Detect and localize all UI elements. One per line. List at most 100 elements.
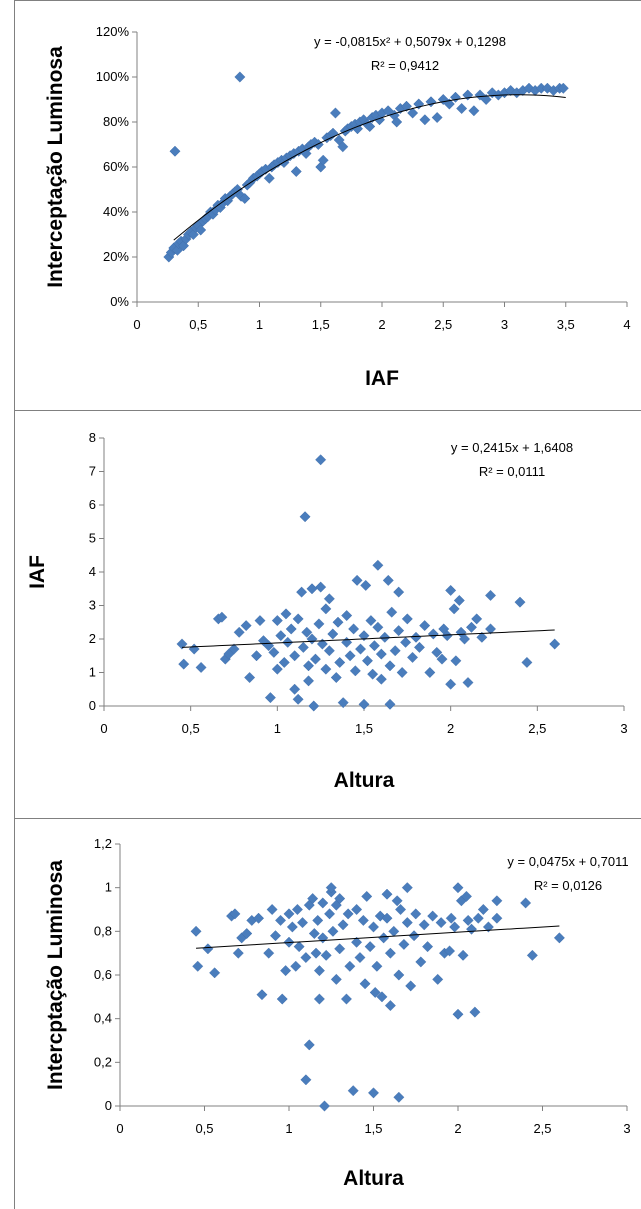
data-point — [453, 594, 465, 606]
x-tick-label: 0,5 — [182, 721, 200, 736]
data-point — [450, 655, 462, 667]
data-point — [365, 615, 377, 627]
x-tick-label: 0 — [100, 721, 107, 736]
data-point — [233, 626, 245, 638]
data-point — [514, 596, 526, 608]
data-point — [301, 626, 313, 638]
data-point — [292, 693, 304, 705]
y-tick-label: 5 — [89, 531, 96, 546]
data-point — [241, 928, 253, 939]
data-point — [190, 925, 202, 937]
data-point — [389, 645, 401, 657]
data-point — [375, 673, 387, 685]
data-point — [386, 606, 398, 618]
data-point — [431, 112, 443, 123]
data-point — [460, 890, 472, 902]
data-point — [264, 692, 276, 704]
data-point — [374, 910, 386, 922]
data-point — [491, 912, 503, 924]
x-tick-label: 1 — [256, 317, 263, 332]
data-point — [393, 586, 405, 598]
data-point — [327, 628, 339, 640]
data-point — [297, 917, 309, 929]
data-point — [413, 641, 425, 653]
data-point — [354, 952, 366, 964]
x-tick-label: 1,5 — [364, 1121, 382, 1136]
data-point — [431, 646, 443, 658]
data-point — [303, 1039, 315, 1051]
x-tick-label: 0,5 — [195, 1121, 213, 1136]
data-point — [410, 631, 422, 643]
data-point — [319, 1100, 330, 1112]
y-tick-label: 0,6 — [94, 967, 112, 982]
panel-3-frame — [14, 818, 641, 1209]
data-point — [323, 645, 335, 657]
data-point — [393, 1091, 405, 1103]
x-tick-label: 4 — [623, 317, 630, 332]
chart-layer: 0% 20% 40% 60% 80% 100% 120% 0 0,5 1 1,5 2 2,5 3 3,5 4 I… — [26, 24, 631, 1190]
data-point — [263, 947, 275, 959]
data-point — [477, 904, 489, 915]
x-tick-label: 3 — [501, 317, 508, 332]
points-3 — [190, 882, 565, 1112]
y-tick-label: 80% — [103, 114, 129, 129]
data-point — [312, 139, 324, 150]
data-point — [176, 638, 188, 650]
data-point — [427, 628, 439, 640]
data-point — [472, 912, 484, 924]
data-point — [263, 172, 275, 184]
data-point — [337, 141, 349, 153]
data-point — [396, 667, 408, 678]
r-squared-label-2: R² = 0,0111 — [479, 464, 545, 479]
data-point — [361, 890, 373, 902]
data-point — [251, 650, 263, 662]
data-point — [368, 640, 380, 652]
chart-3: 0 0,2 0,4 0,6 0,8 1 1,2 0 0,5 1 1,5 2 2,5 3 Altura Inte… — [44, 836, 631, 1190]
data-point — [452, 882, 464, 894]
data-point — [358, 630, 370, 642]
data-point — [521, 656, 533, 668]
data-point — [253, 912, 265, 924]
y-axis-title-3: Intercptação Luminosa — [44, 860, 67, 1090]
data-point — [268, 646, 280, 658]
y-tick-label: 3 — [89, 598, 96, 613]
data-point — [410, 908, 422, 920]
data-point — [405, 980, 417, 992]
data-point — [549, 638, 561, 650]
data-point — [445, 584, 457, 596]
data-point — [313, 965, 325, 977]
panel-1-frame — [14, 0, 641, 411]
trendline-equation-3: y = 0,0475x + 0,7011 — [507, 854, 628, 869]
data-point — [299, 511, 311, 523]
data-point — [300, 952, 312, 964]
y-tick-label: 1 — [89, 665, 96, 680]
data-point — [296, 586, 308, 598]
data-point — [358, 698, 370, 710]
data-point — [465, 621, 477, 633]
data-point — [341, 610, 353, 622]
data-point — [376, 991, 388, 1003]
data-point — [419, 620, 431, 632]
trendline-1 — [173, 94, 566, 241]
data-point — [313, 618, 325, 630]
data-point — [266, 904, 278, 915]
data-point — [491, 895, 503, 907]
data-point — [307, 893, 319, 905]
chart-1: 0% 20% 40% 60% 80% 100% 120% 0 0,5 1 1,5 2 2,5 3 3,5 4 I… — [44, 24, 631, 390]
x-tick-label: 2,5 — [533, 1121, 551, 1136]
data-point — [285, 623, 297, 635]
data-point — [348, 623, 360, 635]
data-point — [408, 930, 420, 942]
data-point — [382, 574, 394, 586]
data-point — [289, 650, 301, 662]
x-tick-label: 1,5 — [312, 317, 330, 332]
y-tick-label: 2 — [89, 631, 96, 646]
data-point — [169, 145, 181, 157]
data-point — [293, 941, 305, 953]
data-point — [280, 608, 292, 620]
y-tick-label: 40% — [103, 204, 129, 219]
data-point — [384, 1000, 396, 1012]
data-point — [357, 914, 369, 926]
data-point — [334, 893, 346, 905]
data-point — [371, 960, 383, 972]
